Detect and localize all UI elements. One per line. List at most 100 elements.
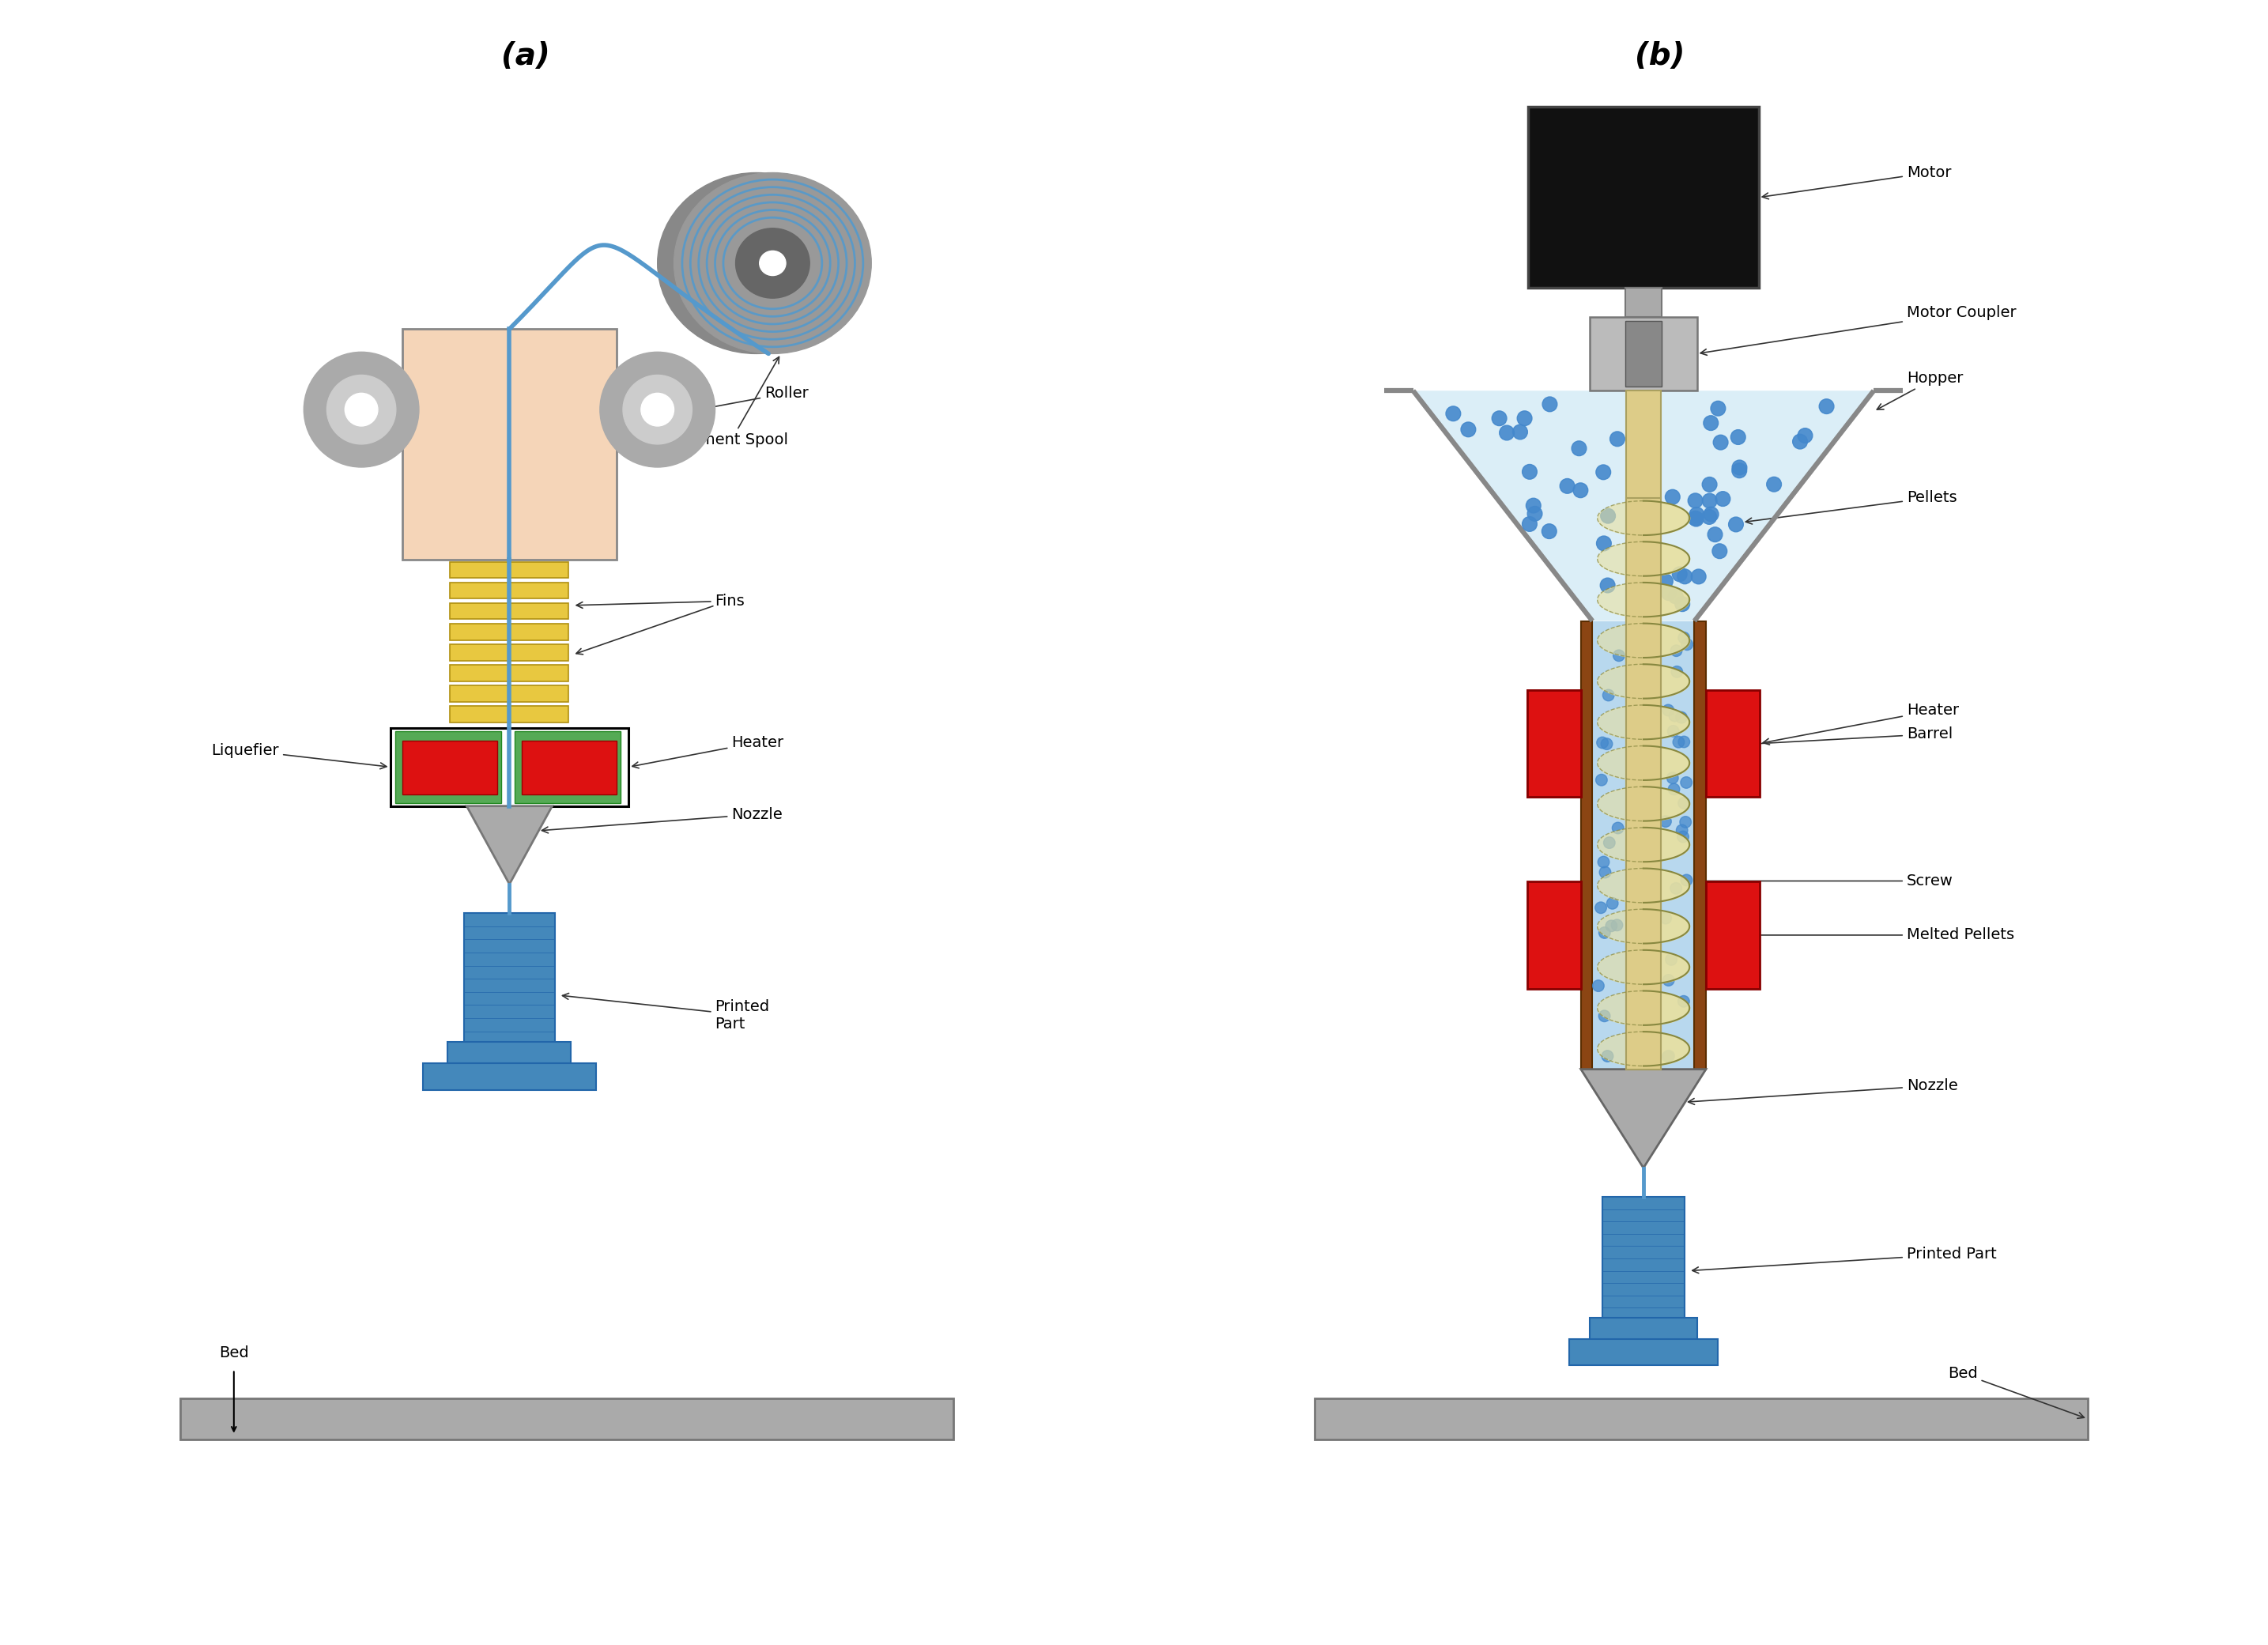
Text: Barrel: Barrel bbox=[1710, 727, 1953, 748]
Bar bbox=[451, 602, 569, 619]
Circle shape bbox=[1681, 816, 1692, 827]
Text: Hopper: Hopper bbox=[1878, 370, 1964, 410]
Circle shape bbox=[1662, 1051, 1674, 1063]
Circle shape bbox=[1603, 689, 1615, 701]
Circle shape bbox=[1728, 517, 1744, 531]
Circle shape bbox=[1767, 477, 1780, 492]
Bar bbox=[451, 582, 569, 599]
Circle shape bbox=[1676, 712, 1687, 724]
Circle shape bbox=[1601, 577, 1615, 592]
Bar bbox=[395, 730, 501, 803]
Circle shape bbox=[1733, 461, 1746, 475]
Bar bbox=[1626, 497, 1660, 1069]
Text: Liquefier: Liquefier bbox=[211, 744, 386, 768]
Circle shape bbox=[1669, 589, 1683, 604]
Circle shape bbox=[1601, 1051, 1613, 1063]
Circle shape bbox=[1599, 867, 1610, 878]
Bar bbox=[1590, 316, 1696, 390]
Text: Bed: Bed bbox=[220, 1346, 249, 1360]
Text: Filament Spool: Filament Spool bbox=[674, 357, 789, 447]
Circle shape bbox=[1678, 735, 1690, 747]
Bar bbox=[451, 706, 569, 722]
Text: Screw: Screw bbox=[1694, 873, 1953, 888]
Circle shape bbox=[1542, 396, 1558, 411]
Circle shape bbox=[1492, 411, 1506, 426]
Circle shape bbox=[1667, 772, 1678, 783]
Circle shape bbox=[1662, 974, 1674, 985]
Bar bbox=[451, 684, 569, 701]
Circle shape bbox=[1461, 423, 1476, 438]
Circle shape bbox=[1672, 645, 1683, 656]
Circle shape bbox=[1542, 523, 1556, 538]
Bar bbox=[451, 561, 569, 577]
Circle shape bbox=[1599, 857, 1610, 869]
Bar bbox=[1624, 288, 1662, 316]
Circle shape bbox=[1513, 424, 1529, 439]
Bar bbox=[451, 645, 569, 660]
Bar bbox=[1706, 882, 1760, 989]
Circle shape bbox=[1676, 597, 1690, 612]
Circle shape bbox=[1708, 526, 1721, 541]
Circle shape bbox=[1730, 429, 1746, 444]
Circle shape bbox=[1687, 512, 1703, 526]
Bar bbox=[515, 730, 621, 803]
Circle shape bbox=[1594, 901, 1606, 913]
Circle shape bbox=[601, 352, 714, 467]
Circle shape bbox=[1662, 704, 1674, 716]
Circle shape bbox=[1681, 875, 1692, 887]
Bar bbox=[1626, 390, 1660, 1069]
Circle shape bbox=[1447, 406, 1461, 421]
Text: Printed
Part: Printed Part bbox=[562, 994, 769, 1031]
Circle shape bbox=[1715, 492, 1730, 507]
Bar bbox=[1706, 689, 1760, 796]
Circle shape bbox=[1658, 574, 1674, 589]
Circle shape bbox=[1712, 434, 1728, 449]
Circle shape bbox=[1560, 479, 1574, 494]
Circle shape bbox=[1606, 898, 1617, 910]
Circle shape bbox=[1703, 507, 1719, 521]
Bar bbox=[1526, 689, 1581, 796]
Circle shape bbox=[1610, 431, 1624, 446]
Circle shape bbox=[1674, 737, 1685, 748]
Circle shape bbox=[1799, 428, 1812, 443]
Circle shape bbox=[1819, 400, 1835, 415]
Circle shape bbox=[1601, 739, 1613, 750]
Bar bbox=[390, 729, 628, 806]
Circle shape bbox=[1499, 426, 1515, 441]
Bar bbox=[451, 665, 569, 681]
Circle shape bbox=[1703, 416, 1719, 431]
Bar bbox=[401, 329, 617, 559]
Circle shape bbox=[1669, 783, 1681, 795]
Ellipse shape bbox=[760, 250, 785, 275]
Circle shape bbox=[1662, 1050, 1674, 1061]
Circle shape bbox=[1597, 536, 1610, 551]
Circle shape bbox=[327, 375, 397, 444]
Circle shape bbox=[1733, 464, 1746, 479]
Bar bbox=[1569, 1339, 1717, 1365]
Circle shape bbox=[1681, 776, 1692, 788]
Circle shape bbox=[1526, 498, 1540, 513]
Circle shape bbox=[1672, 666, 1683, 678]
Ellipse shape bbox=[674, 173, 871, 354]
Circle shape bbox=[1710, 401, 1726, 416]
Circle shape bbox=[624, 375, 692, 444]
Text: Fins: Fins bbox=[576, 594, 744, 609]
Circle shape bbox=[304, 352, 420, 467]
Bar bbox=[447, 1043, 572, 1066]
Circle shape bbox=[1672, 568, 1687, 582]
Circle shape bbox=[1517, 411, 1531, 426]
Circle shape bbox=[1610, 920, 1622, 931]
Polygon shape bbox=[467, 806, 551, 883]
Circle shape bbox=[1681, 638, 1692, 650]
Text: Roller: Roller bbox=[703, 385, 807, 411]
Circle shape bbox=[642, 393, 674, 426]
Circle shape bbox=[1701, 510, 1717, 525]
Text: Nozzle: Nozzle bbox=[542, 806, 782, 832]
Circle shape bbox=[1597, 737, 1608, 748]
Text: (b): (b) bbox=[1635, 41, 1685, 71]
Bar bbox=[401, 740, 497, 795]
Circle shape bbox=[1687, 494, 1703, 508]
Circle shape bbox=[1665, 490, 1681, 505]
Text: Bed: Bed bbox=[1948, 1365, 2084, 1418]
Circle shape bbox=[1574, 484, 1588, 498]
